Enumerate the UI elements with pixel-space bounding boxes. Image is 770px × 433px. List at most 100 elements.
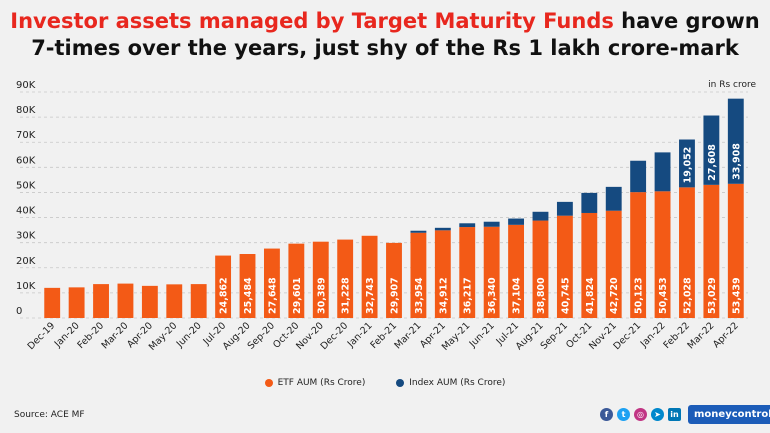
bar-etf [190,284,207,318]
instagram-icon[interactable]: ◎ [634,408,647,421]
bar-etf [654,191,671,318]
brand-logo: moneycontrol [688,405,770,424]
bar-etf [337,239,354,318]
data-label-index: 33,908 [731,143,742,180]
bar-etf [434,230,451,318]
bar-etf [263,248,280,318]
bar-etf [532,220,549,318]
y-tick-label: 0 [16,306,22,317]
linkedin-icon[interactable]: in [668,408,681,421]
bar-etf [312,241,329,318]
data-label-etf: 50,123 [634,277,645,314]
x-tick-label: Mar-22 [685,320,716,351]
bar-etf [703,184,720,318]
bar-index [532,211,549,221]
legend: ETF AUM (Rs Crore) Index AUM (Rs Crore) [0,378,770,390]
x-tick-label: Jun-20 [174,320,204,350]
bar-index [483,221,500,227]
data-label-etf: 50,453 [658,277,669,314]
bar-etf [630,192,647,318]
y-tick-label: 20K [16,256,36,267]
legend-swatch-index [396,379,405,387]
legend-label-index: Index AUM (Rs Crore) [409,378,506,388]
data-label-etf: 27,648 [267,277,278,314]
data-label-etf: 38,800 [536,277,547,314]
data-label-etf: 36,340 [487,277,498,314]
x-tick-label: Mar-21 [393,320,424,351]
social-icons: f t ◎ ➤ in [600,408,681,421]
bar-etf [93,284,109,318]
bar-index [581,192,598,213]
data-label-index: 27,608 [707,144,718,181]
bar-index [508,218,525,225]
data-label-etf: 31,228 [341,277,352,314]
bar-index [703,115,720,185]
title-rest: have grown [613,9,760,33]
data-label-index: 19,052 [682,147,693,184]
bar-index [654,152,671,192]
x-tick-label: Jun-21 [467,320,497,350]
data-label-etf: 37,104 [512,277,523,314]
unit-label: in Rs crore [708,80,756,90]
data-label-etf: 25,484 [243,277,254,314]
chart-title: Investor assets managed by Target Maturi… [0,8,770,62]
data-label-etf: 30,389 [316,277,327,314]
bar-etf [727,183,744,318]
bar-etf [386,242,402,318]
bar-index [727,98,744,184]
bar-etf [68,287,85,318]
data-label-etf: 41,824 [585,277,596,314]
x-tick-label: Mar-20 [100,320,131,351]
y-tick-label: 30K [16,231,36,242]
data-label-etf: 29,907 [390,277,401,314]
data-label-etf: 36,217 [463,277,474,314]
title-line2: 7-times over the years, just shy of the … [31,36,739,60]
y-tick-label: 80K [16,105,36,116]
data-label-etf: 33,954 [414,277,425,314]
data-label-etf: 52,028 [682,277,693,314]
bar-etf [679,187,695,318]
legend-label-etf: ETF AUM (Rs Crore) [277,378,366,388]
bar-etf [44,287,61,318]
bar-etf [239,254,256,318]
data-label-etf: 40,745 [560,277,571,314]
data-label-etf: 42,720 [609,277,620,314]
telegram-icon[interactable]: ➤ [651,408,664,421]
chart-area: 010K20K30K40K50K60K70K80K90KDec-19Jan-20… [16,80,748,353]
x-tick-label: Apr-22 [711,320,741,350]
bar-etf [410,232,427,318]
data-label-etf: 34,912 [438,277,449,314]
y-tick-label: 40K [16,206,36,217]
bar-etf [361,235,378,318]
bar-index [556,201,573,216]
bar-etf [459,227,476,318]
bar-etf [141,285,158,318]
bar-index [434,227,451,231]
data-label-etf: 29,601 [292,277,303,314]
bar-etf [483,226,500,318]
x-tick-label: Dec-19 [26,320,58,352]
bar-etf [581,212,598,318]
source-note: Source: ACE MF [14,410,85,420]
data-label-etf: 32,743 [365,277,376,314]
twitter-icon[interactable]: t [617,408,630,421]
bar-etf [556,215,573,318]
x-tick-label: Sep-21 [539,320,570,351]
data-label-etf: 53,439 [731,277,742,314]
bar-index [630,160,647,193]
facebook-icon[interactable]: f [600,408,613,421]
x-tick-label: Sep-20 [246,320,277,351]
bar-etf [117,283,134,318]
legend-swatch-etf [264,379,273,387]
bar-index [605,186,622,211]
bar-index [410,230,427,233]
title-highlight: Investor assets managed by Target Maturi… [10,9,614,33]
bar-index [459,223,476,228]
y-tick-label: 60K [16,155,36,166]
bar-etf [605,210,622,318]
y-tick-label: 50K [16,180,36,191]
x-tick-label: Dec-21 [612,320,644,352]
legend-item-index: Index AUM (Rs Crore) [396,378,505,388]
bar-etf [215,255,232,318]
bar-index [679,139,695,188]
